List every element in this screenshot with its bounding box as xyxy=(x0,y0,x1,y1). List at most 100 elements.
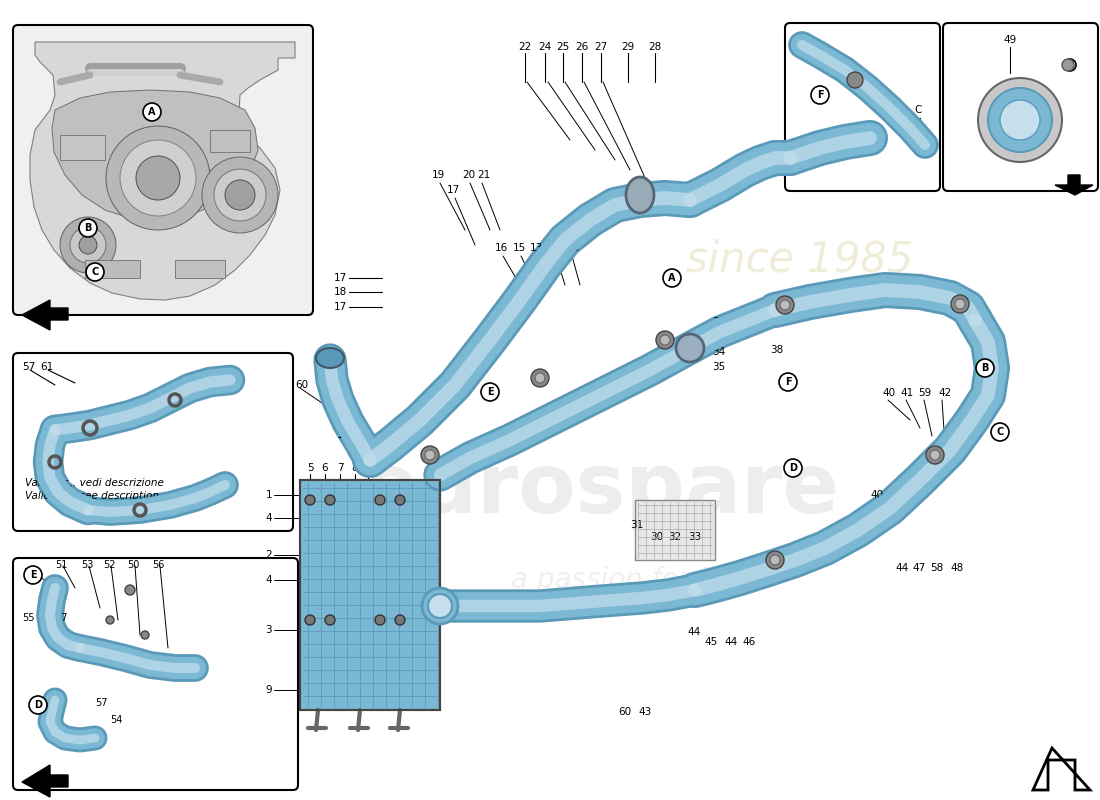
Circle shape xyxy=(106,126,210,230)
Text: since 1985: since 1985 xyxy=(686,239,914,281)
Text: Valid for... see description: Valid for... see description xyxy=(25,491,160,501)
Text: B: B xyxy=(85,223,91,233)
Circle shape xyxy=(226,180,255,210)
Circle shape xyxy=(305,615,315,625)
Text: 40: 40 xyxy=(882,388,895,398)
Circle shape xyxy=(29,696,47,714)
FancyArrow shape xyxy=(917,118,923,130)
Circle shape xyxy=(811,86,829,104)
Text: 5: 5 xyxy=(307,463,314,473)
Text: 34: 34 xyxy=(712,347,725,357)
Text: 2: 2 xyxy=(265,550,272,560)
Polygon shape xyxy=(635,500,715,560)
Text: 28: 28 xyxy=(648,42,661,52)
Circle shape xyxy=(676,334,704,362)
Circle shape xyxy=(375,495,385,505)
Circle shape xyxy=(79,236,97,254)
FancyBboxPatch shape xyxy=(785,23,940,191)
Text: 14: 14 xyxy=(548,243,561,253)
Circle shape xyxy=(952,295,969,313)
Text: 37: 37 xyxy=(712,317,725,327)
Text: 26: 26 xyxy=(575,42,589,52)
Circle shape xyxy=(1000,100,1040,140)
Ellipse shape xyxy=(316,348,344,368)
Circle shape xyxy=(766,551,784,569)
Text: 55: 55 xyxy=(22,613,34,623)
Text: 4: 4 xyxy=(265,513,272,523)
Circle shape xyxy=(324,615,336,625)
Text: 17: 17 xyxy=(333,273,346,283)
Text: 1: 1 xyxy=(265,490,272,500)
Text: A: A xyxy=(669,273,675,283)
Text: 60: 60 xyxy=(618,707,631,717)
Circle shape xyxy=(136,156,180,200)
Text: 53: 53 xyxy=(81,560,94,570)
Text: 6: 6 xyxy=(321,463,328,473)
Text: C: C xyxy=(997,427,1003,437)
Text: 12: 12 xyxy=(352,430,365,440)
Text: 43: 43 xyxy=(638,707,651,717)
Text: 57: 57 xyxy=(95,698,108,708)
Circle shape xyxy=(395,615,405,625)
Text: 17: 17 xyxy=(333,302,346,312)
FancyBboxPatch shape xyxy=(300,480,440,710)
Text: 44: 44 xyxy=(724,637,737,647)
Ellipse shape xyxy=(626,177,654,213)
FancyBboxPatch shape xyxy=(13,353,293,531)
Text: 3: 3 xyxy=(265,625,272,635)
Circle shape xyxy=(395,495,405,505)
Text: 4: 4 xyxy=(265,575,272,585)
Text: 45: 45 xyxy=(704,637,717,647)
Circle shape xyxy=(24,566,42,584)
FancyBboxPatch shape xyxy=(13,25,313,315)
Polygon shape xyxy=(60,135,104,160)
Text: 47: 47 xyxy=(912,563,925,573)
Text: 51: 51 xyxy=(55,560,67,570)
Text: 48: 48 xyxy=(950,563,964,573)
Text: 20: 20 xyxy=(462,170,475,180)
Circle shape xyxy=(79,219,97,237)
Text: 8: 8 xyxy=(352,463,359,473)
Text: 9: 9 xyxy=(365,463,372,473)
Circle shape xyxy=(660,335,670,345)
Circle shape xyxy=(428,594,452,618)
Polygon shape xyxy=(210,130,250,152)
Polygon shape xyxy=(175,260,226,278)
Text: 46: 46 xyxy=(742,637,756,647)
Text: 30: 30 xyxy=(650,532,663,542)
Circle shape xyxy=(955,299,965,309)
Circle shape xyxy=(425,450,435,460)
Text: 13: 13 xyxy=(530,243,543,253)
Circle shape xyxy=(779,373,798,391)
Text: 16: 16 xyxy=(495,243,508,253)
Text: 17: 17 xyxy=(447,185,460,195)
Text: 36: 36 xyxy=(712,332,725,342)
Text: 41: 41 xyxy=(900,388,913,398)
Text: 32: 32 xyxy=(668,532,681,542)
Circle shape xyxy=(770,555,780,565)
Text: Vale per... vedi descrizione: Vale per... vedi descrizione xyxy=(25,478,164,488)
Text: E: E xyxy=(30,570,36,580)
Text: 33: 33 xyxy=(688,532,702,542)
Text: 24: 24 xyxy=(538,42,551,52)
Text: 42: 42 xyxy=(938,388,952,398)
Text: eurospare: eurospare xyxy=(361,450,839,530)
Circle shape xyxy=(991,423,1009,441)
Text: 22: 22 xyxy=(518,42,531,52)
Circle shape xyxy=(421,446,439,464)
Text: 38: 38 xyxy=(770,345,783,355)
Text: 27: 27 xyxy=(594,42,607,52)
Text: 9: 9 xyxy=(265,685,272,695)
Text: 49: 49 xyxy=(1003,35,1016,45)
Circle shape xyxy=(324,495,336,505)
Text: 7: 7 xyxy=(337,463,343,473)
Text: 57: 57 xyxy=(22,362,35,372)
Circle shape xyxy=(978,78,1062,162)
Polygon shape xyxy=(22,765,68,797)
Text: 57: 57 xyxy=(23,568,35,578)
Text: D: D xyxy=(34,700,42,710)
Circle shape xyxy=(930,450,940,460)
Text: 19: 19 xyxy=(432,170,446,180)
Circle shape xyxy=(656,331,674,349)
Circle shape xyxy=(776,296,794,314)
